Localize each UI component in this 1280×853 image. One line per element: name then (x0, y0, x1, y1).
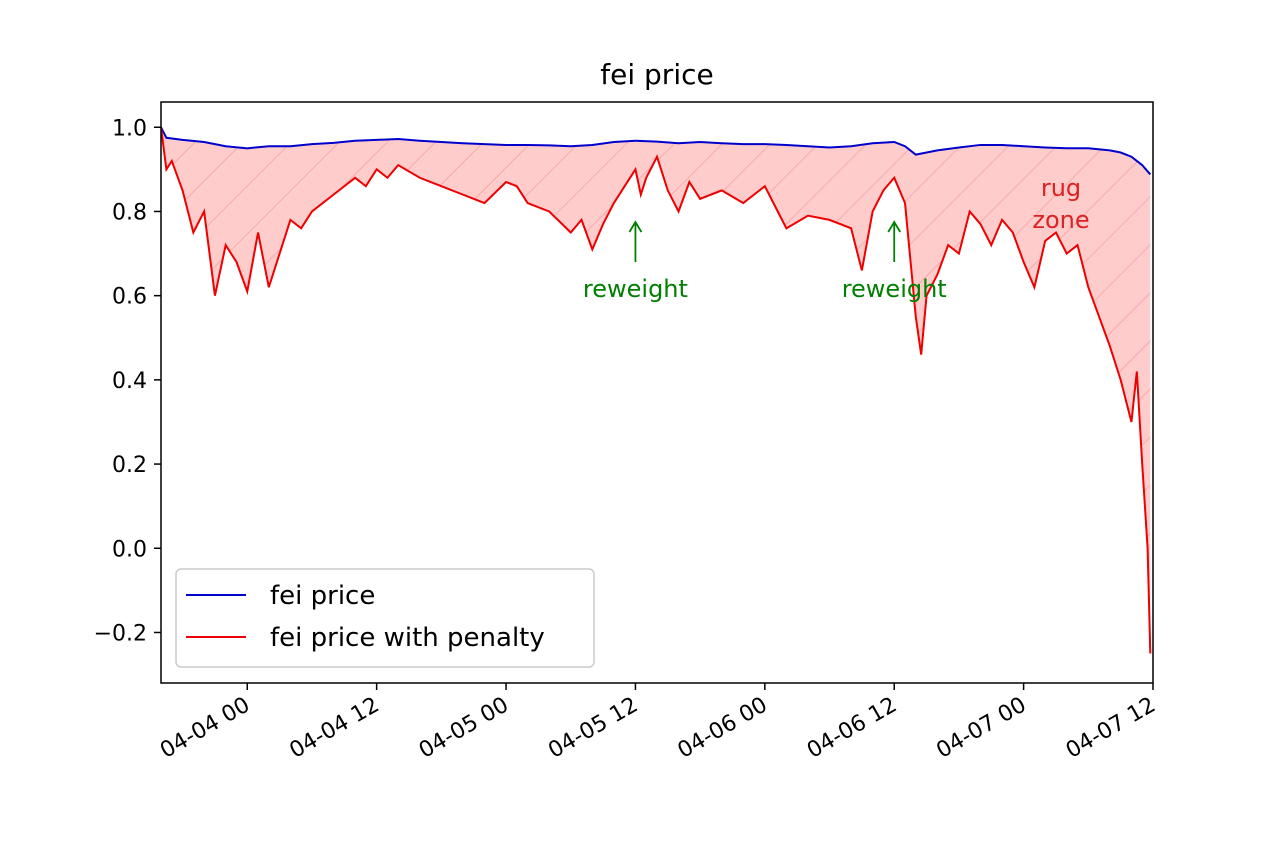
y-tick-label: −0.2 (94, 621, 147, 646)
y-tick-label: 0.4 (112, 369, 147, 394)
plot-frame (160, 101, 1154, 684)
y-tick-label: 1.0 (112, 116, 147, 141)
x-tick-label: 04-04 12 (285, 693, 383, 764)
legend: fei price fei price with penalty (175, 568, 595, 668)
legend-label: fei price (270, 581, 375, 611)
y-tick-label: 0.2 (112, 453, 147, 478)
annotation-rug-zone: rug (1041, 174, 1081, 202)
x-tick-label: 04-07 00 (932, 693, 1030, 764)
plot-area (161, 126, 1152, 654)
chart-title: fei price (600, 58, 713, 91)
x-tick-label: 04-06 12 (803, 693, 901, 764)
annotation-rug-zone: zone (1032, 206, 1089, 234)
y-tick-label: 0.6 (112, 285, 147, 310)
x-tick-label: 04-05 12 (544, 693, 642, 764)
annotations: reweight reweight rug zone (583, 174, 1090, 303)
x-tick-label: 04-05 00 (415, 693, 513, 764)
annotation-arrowhead (628, 220, 643, 233)
x-tick-label: 04-07 12 (1062, 693, 1160, 764)
x-tick-label: 04-06 00 (674, 693, 772, 764)
x-tick-label: 04-04 00 (156, 693, 254, 764)
fill-hatch (161, 127, 1151, 654)
legend-box (175, 568, 595, 668)
y-tick-label: 0.8 (112, 200, 147, 225)
annotation-reweight: reweight (842, 275, 947, 303)
series-line-fei-price (161, 126, 1152, 176)
legend-label: fei price with penalty (270, 623, 545, 653)
annotation-reweight: reweight (583, 275, 688, 303)
y-tick-label: 0.0 (112, 537, 147, 562)
annotation-arrowhead (887, 220, 901, 233)
series-line-fei-price-with-penalty (161, 127, 1152, 654)
